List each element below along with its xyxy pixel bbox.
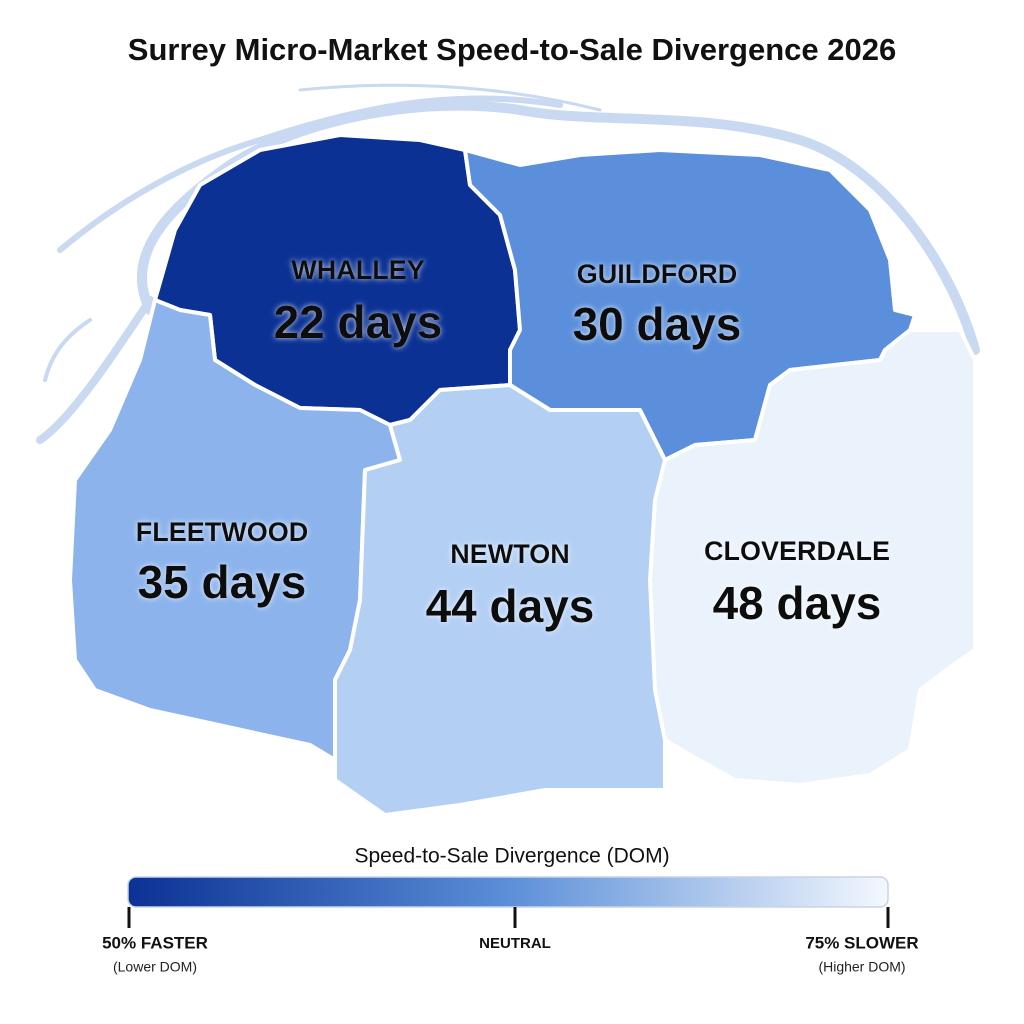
region-value-label: 35 days xyxy=(138,556,307,608)
region-value-label: 30 days xyxy=(573,298,742,350)
legend-label: 75% SLOWER xyxy=(805,933,918,952)
region-value-label: 44 days xyxy=(426,580,595,632)
region xyxy=(333,383,667,817)
legend-label: NEUTRAL xyxy=(479,935,551,952)
map-title: Surrey Micro-Market Speed-to-Sale Diverg… xyxy=(128,32,896,67)
region-value-label: 22 days xyxy=(274,296,443,348)
legend-gradient xyxy=(127,876,889,908)
region-name: CLOVERDALE xyxy=(704,536,890,566)
legend-sublabel: (Lower DOM) xyxy=(113,959,197,975)
region-name: GUILDFORD xyxy=(577,259,737,289)
region-value-label: 48 days xyxy=(713,577,882,629)
region-name: WHALLEY xyxy=(291,255,424,285)
legend-label: 50% FASTER xyxy=(102,933,208,952)
legend-ticks xyxy=(127,907,890,928)
legend-title: Speed-to-Sale Divergence (DOM) xyxy=(354,845,669,868)
region xyxy=(648,328,977,787)
region-name: FLEETWOOD xyxy=(136,517,308,547)
region-name: NEWTON xyxy=(450,539,570,569)
legend-sublabel: (Higher DOM) xyxy=(818,959,905,975)
